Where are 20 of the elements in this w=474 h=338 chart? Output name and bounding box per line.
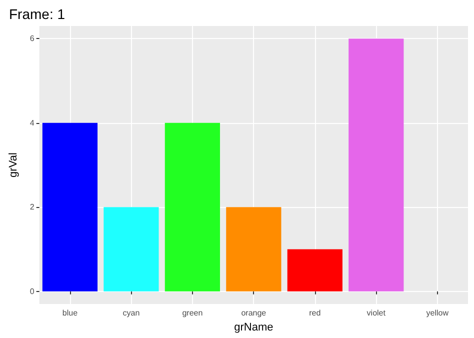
y-tick-label: 2 [30,202,35,212]
x-tick-label: red [309,308,321,318]
x-tick-label: yellow [426,308,449,318]
bar [164,122,220,292]
x-axis-title: grName [234,322,274,334]
bar [226,207,282,292]
y-axis-title: grVal [8,152,20,178]
y-tick-label: 4 [30,118,35,128]
y-tick-label: 6 [30,34,35,44]
x-tick-label: violet [366,308,386,318]
x-tick-label: blue [62,308,78,318]
x-tick-label: green [182,308,203,318]
bar [348,38,404,292]
chart-title: Frame: 1 [9,6,66,22]
bar [104,207,159,292]
bar [287,249,342,292]
bar [42,122,98,292]
x-tick-label: cyan [122,308,140,318]
y-tick-label: 0 [30,286,35,296]
x-tick-label: orange [241,308,267,318]
